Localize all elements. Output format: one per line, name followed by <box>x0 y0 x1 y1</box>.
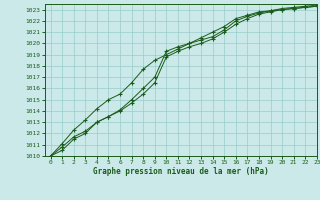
X-axis label: Graphe pression niveau de la mer (hPa): Graphe pression niveau de la mer (hPa) <box>93 167 269 176</box>
